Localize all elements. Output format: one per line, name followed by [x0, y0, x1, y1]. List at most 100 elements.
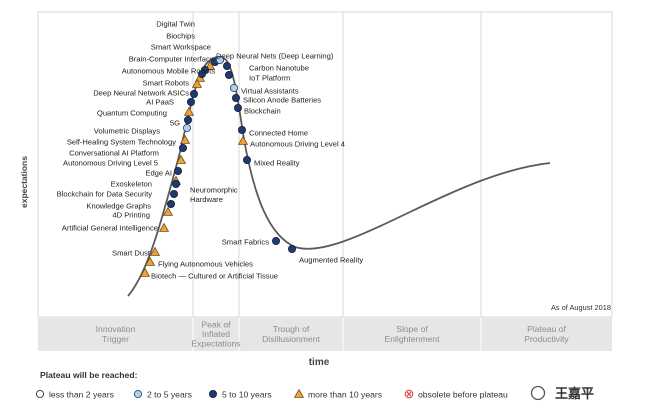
label-blockchain: Blockchain	[244, 107, 281, 116]
legend-label-5to10: 5 to 10 years	[222, 390, 272, 400]
label-quantum-computing: Quantum Computing	[97, 109, 167, 118]
label-biochips: Biochips	[166, 32, 195, 41]
as-of-date: As of August 2018	[551, 303, 611, 312]
label-edge-ai: Edge AI	[145, 169, 172, 178]
label-carbon-nanotube: Carbon Nanotube	[249, 64, 309, 73]
label-self-healing-system-technology: Self-Healing System Technology	[67, 138, 176, 147]
label-flying-autonomous-vehicles: Flying Autonomous Vehicles	[158, 260, 253, 269]
label-deep-neural-nets-deep-learning: Deep Neural Nets (Deep Learning)	[216, 52, 334, 61]
marker-deep-neural-nets-deep-learning	[215, 55, 225, 65]
marker-self-healing-system-technology	[179, 134, 191, 144]
legend: Plateau will be reached: less than 2 yea…	[35, 370, 508, 400]
hype-cycle-curve	[127, 55, 551, 297]
label-4d-printing: 4D Printing	[112, 211, 150, 220]
marker-neuromorphic-hardware	[171, 179, 180, 188]
watermark: 王嘉平	[530, 385, 594, 401]
legend-label-obs: obsolete before plateau	[418, 390, 508, 400]
label-volumetric-displays: Volumetric Displays	[94, 127, 160, 136]
label-deep-neural-network-asics: Deep Neural Network ASICs	[93, 89, 189, 98]
phase-label-trough-of-disillusionment: Disillusionment	[262, 334, 320, 344]
legend-marker-5to10	[208, 389, 217, 398]
label-digital-twin: Digital Twin	[156, 20, 195, 29]
y-axis-label: expectations	[19, 156, 29, 208]
technology-labels: Digital Twin Biochips Smart Workspace Brain…	[57, 20, 364, 281]
marker-smart-robots	[191, 78, 203, 88]
label-artificial-general-intelligence: Artificial General Intelligence	[62, 224, 158, 233]
label-exoskeleton: Exoskeleton	[111, 180, 152, 189]
marker-knowledge-graphs	[166, 199, 175, 208]
technology-markers	[139, 55, 296, 277]
marker-biotech-cultured-or-artificial-tissue	[139, 267, 151, 277]
marker-virtual-assistants	[229, 83, 239, 93]
phase-label-slope-of-enlightenment: Enlightenment	[385, 334, 441, 344]
label-mixed-reality: Mixed Reality	[254, 159, 300, 168]
marker-autonomous-mobile-robots	[197, 70, 206, 79]
watermark-logo	[530, 385, 546, 401]
phase-label-peak-of-inflated-expectations: Inflated	[202, 329, 230, 339]
marker-connected-home	[237, 126, 246, 135]
marker-iot-platform	[224, 71, 233, 80]
marker-smart-fabrics	[271, 236, 280, 245]
marker-edge-ai	[173, 166, 182, 175]
label-smart-robots: Smart Robots	[143, 79, 190, 88]
x-axis-label: time	[309, 357, 330, 368]
label-autonomous-mobile-robots: Autonomous Mobile Robots	[122, 67, 215, 76]
marker-blockchain	[233, 104, 242, 113]
phase-label-plateau-of-productivity: Productivity	[524, 334, 569, 344]
watermark-text: 王嘉平	[555, 386, 594, 401]
label-connected-home: Connected Home	[249, 129, 308, 138]
marker-quantum-computing	[183, 106, 195, 116]
phase-label-innovation-trigger: Innovation	[96, 324, 136, 334]
marker-autonomous-driving-level-4	[237, 135, 249, 145]
label-conversational-ai-platform: Conversational AI Platform	[69, 149, 159, 158]
label-blockchain-for-data-security: Blockchain for Data Security	[57, 190, 153, 199]
phase-label-peak-of-inflated-expectations: Peak of	[201, 319, 231, 329]
marker-5g	[183, 116, 192, 125]
phase-label-slope-of-enlightenment: Slope of	[396, 324, 428, 334]
phase-band-bg	[38, 317, 612, 351]
legend-label-2to5: 2 to 5 years	[147, 390, 192, 400]
label-biotech-cultured-or-artificial-tissue: Biotech — Cultured or Artificial Tissue	[151, 272, 278, 281]
label-silicon-anode-batteries: Silicon Anode Batteries	[243, 96, 321, 105]
legend-title: Plateau will be reached:	[40, 370, 138, 380]
label-augmented-reality: Augmented Reality	[299, 256, 363, 265]
phase-label-innovation-trigger: Trigger	[102, 334, 129, 344]
marker-mixed-reality	[242, 155, 251, 164]
label-neuromorphic-hardware: Neuromorphic	[190, 186, 238, 195]
phase-band	[38, 317, 612, 351]
marker-flying-autonomous-vehicles	[144, 256, 156, 266]
marker-volumetric-displays	[182, 123, 192, 133]
label-smart-dust: Smart Dust	[112, 249, 151, 258]
label-smart-fabrics: Smart Fabrics	[222, 238, 269, 247]
label-knowledge-graphs: Knowledge Graphs	[86, 202, 151, 211]
marker-conversational-ai-platform	[178, 143, 187, 152]
label-neuromorphic-hardware: Hardware	[190, 195, 223, 204]
label-iot-platform: IoT Platform	[249, 74, 290, 83]
marker-artificial-general-intelligence	[158, 222, 170, 232]
legend-marker-gt10	[293, 388, 305, 398]
marker-blockchain-for-data-security	[169, 189, 178, 198]
legend-marker-obs	[404, 389, 414, 399]
label-autonomous-driving-level-4: Autonomous Driving Level 4	[250, 140, 345, 149]
marker-deep-neural-network-asics	[189, 90, 198, 99]
marker-ai-paas	[186, 98, 195, 107]
label-autonomous-driving-level-5: Autonomous Driving Level 5	[63, 159, 158, 168]
legend-label-gt10: more than 10 years	[308, 390, 382, 400]
marker-4d-printing	[162, 206, 174, 216]
legend-marker-2to5	[133, 389, 143, 399]
legend-label-lt2: less than 2 years	[49, 390, 114, 400]
label-smart-workspace: Smart Workspace	[151, 43, 211, 52]
label-virtual-assistants: Virtual Assistants	[241, 87, 299, 96]
legend-marker-lt2	[35, 389, 45, 399]
marker-autonomous-driving-level-5	[175, 154, 187, 164]
phase-label-trough-of-disillusionment: Trough of	[273, 324, 310, 334]
label-ai-paas: AI PaaS	[146, 98, 174, 107]
marker-silicon-anode-batteries	[231, 94, 240, 103]
label-5g: 5G	[170, 119, 180, 128]
marker-smart-dust	[149, 246, 161, 256]
phase-label-peak-of-inflated-expectations: Expectations	[191, 339, 240, 349]
phase-label-plateau-of-productivity: Plateau of	[527, 324, 566, 334]
marker-carbon-nanotube	[222, 62, 231, 71]
